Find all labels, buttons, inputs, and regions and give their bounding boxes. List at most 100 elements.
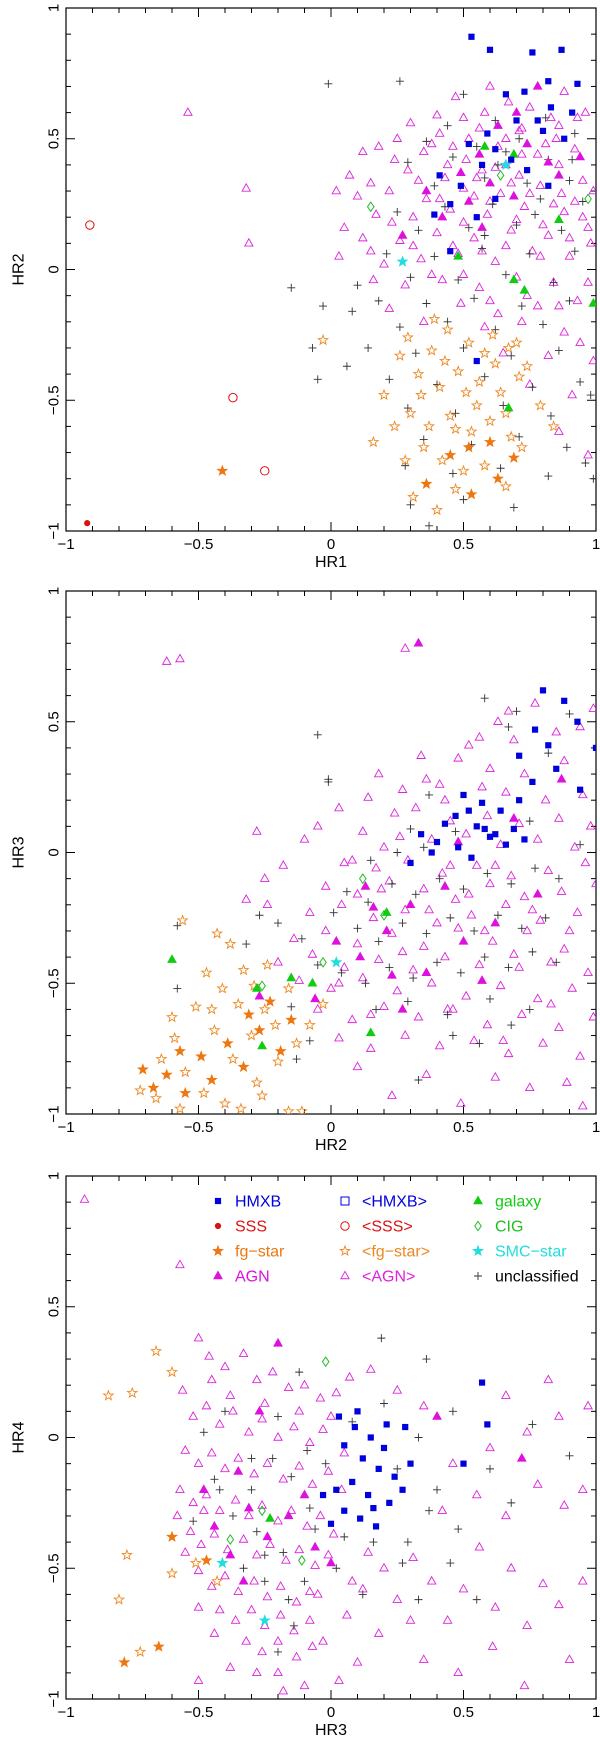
- point-uncl: [459, 343, 468, 352]
- point-AGN_c: [426, 833, 437, 843]
- point-AGN_c: [241, 1635, 252, 1645]
- point-AGN_c: [365, 1043, 376, 1052]
- point-HMXB: [508, 156, 515, 163]
- point-uncl: [483, 869, 492, 878]
- point-AGN_c: [392, 985, 403, 995]
- point-fgstar_c: [505, 430, 518, 442]
- point-fgstar: [264, 995, 277, 1007]
- point-AGN_c: [495, 188, 506, 197]
- point-uncl: [464, 223, 473, 232]
- point-uncl: [329, 908, 338, 917]
- point-AGN_c: [220, 1570, 230, 1580]
- point-AGN_c: [519, 891, 530, 901]
- point-AGN_c: [175, 1259, 185, 1269]
- point-AGN_c: [299, 1379, 310, 1389]
- point-AGN_c: [538, 219, 548, 229]
- x-tick-label: 0: [327, 1704, 335, 1721]
- point-uncl: [544, 472, 553, 481]
- point-AGN_c: [447, 1003, 458, 1013]
- point-uncl: [507, 879, 516, 888]
- legend-marker-fgstar: [211, 1244, 225, 1257]
- point-AGN_c: [336, 1484, 347, 1494]
- point-AGN: [485, 177, 495, 187]
- point-AGN_c: [394, 235, 405, 244]
- legend-marker-SMCstar: [471, 1244, 485, 1257]
- point-AGN_c: [334, 1675, 344, 1684]
- point-uncl: [578, 197, 587, 206]
- point-AGN_c: [257, 1499, 268, 1509]
- point-uncl: [173, 984, 182, 993]
- point-AGN_c: [408, 240, 419, 250]
- point-uncl: [419, 843, 428, 852]
- point-AGN_c: [490, 161, 501, 171]
- point-fgstar_c: [290, 1037, 303, 1049]
- point-fgstar_c: [282, 1105, 295, 1114]
- point-AGN_c: [341, 1609, 352, 1619]
- point-AGN_c: [461, 828, 472, 838]
- series-galaxy: [265, 1513, 275, 1522]
- point-HMXB: [486, 833, 494, 840]
- point-AGN: [532, 80, 543, 90]
- point-AGN_c: [572, 295, 583, 305]
- point-AGN_c: [453, 1667, 464, 1677]
- point-CIG: [298, 1554, 306, 1566]
- point-fgstar_c: [499, 406, 512, 419]
- point-fgstar: [160, 1068, 173, 1080]
- point-uncl: [446, 913, 455, 922]
- point-fgstar_c: [547, 420, 560, 432]
- point-AGN_c: [198, 1505, 209, 1514]
- point-AGN_c: [546, 956, 556, 966]
- point-AGN_c: [336, 899, 347, 909]
- x-tick-label: 1: [592, 1119, 600, 1136]
- point-uncl: [173, 921, 182, 930]
- point-uncl: [493, 160, 502, 169]
- point-AGN_c: [482, 810, 493, 820]
- data-points: [84, 33, 596, 530]
- point-HMXB: [418, 831, 425, 838]
- point-AGN_c: [418, 316, 429, 326]
- point-AGN_c: [392, 1384, 403, 1394]
- point-uncl: [353, 281, 362, 290]
- point-fgstar_c: [436, 454, 449, 466]
- point-AGN_c: [161, 656, 172, 665]
- point-uncl: [255, 911, 264, 920]
- point-AGN_c: [188, 1497, 199, 1507]
- point-fgstar_c: [211, 927, 224, 939]
- point-AGN_c: [312, 1588, 323, 1598]
- point-AGN_c: [193, 1332, 204, 1342]
- point-fgstar_c: [534, 399, 547, 411]
- point-AGN_c: [214, 1505, 225, 1514]
- series-AGN: [397, 80, 586, 239]
- point-CIG: [258, 980, 266, 992]
- point-AGN_c: [408, 1552, 419, 1561]
- point-AGN_c: [307, 948, 318, 958]
- point-AGN_c: [500, 1390, 511, 1399]
- point-HMXB: [561, 135, 568, 142]
- point-uncl: [470, 926, 479, 935]
- point-AGN_c: [334, 1032, 344, 1042]
- point-AGN_c: [387, 1090, 397, 1099]
- point-AGN_c: [201, 1400, 212, 1410]
- legend-marker-HMXB: [214, 1197, 222, 1205]
- point-AGN_c: [569, 143, 580, 153]
- point-uncl: [414, 1433, 423, 1442]
- point-galaxy: [508, 148, 519, 158]
- point-uncl: [210, 1475, 219, 1484]
- point-AGN: [283, 1510, 294, 1520]
- point-AGN: [331, 935, 342, 945]
- point-AGN: [458, 935, 469, 945]
- point-AGN_c: [209, 1628, 220, 1637]
- point-uncl: [305, 1504, 314, 1513]
- point-AGN: [440, 880, 450, 890]
- point-AGN_c: [519, 1680, 530, 1690]
- point-fgstar: [253, 1024, 266, 1036]
- point-uncl: [541, 113, 550, 122]
- point-uncl: [504, 963, 513, 972]
- legend-marker-HMXB_c: [340, 1196, 350, 1206]
- legend-label-SSS_c: <SSS>: [362, 1219, 413, 1236]
- point-uncl: [377, 1334, 386, 1343]
- point-uncl: [324, 775, 333, 784]
- point-uncl: [303, 1446, 312, 1455]
- point-AGN_c: [175, 1484, 185, 1494]
- point-HMXB: [428, 849, 435, 856]
